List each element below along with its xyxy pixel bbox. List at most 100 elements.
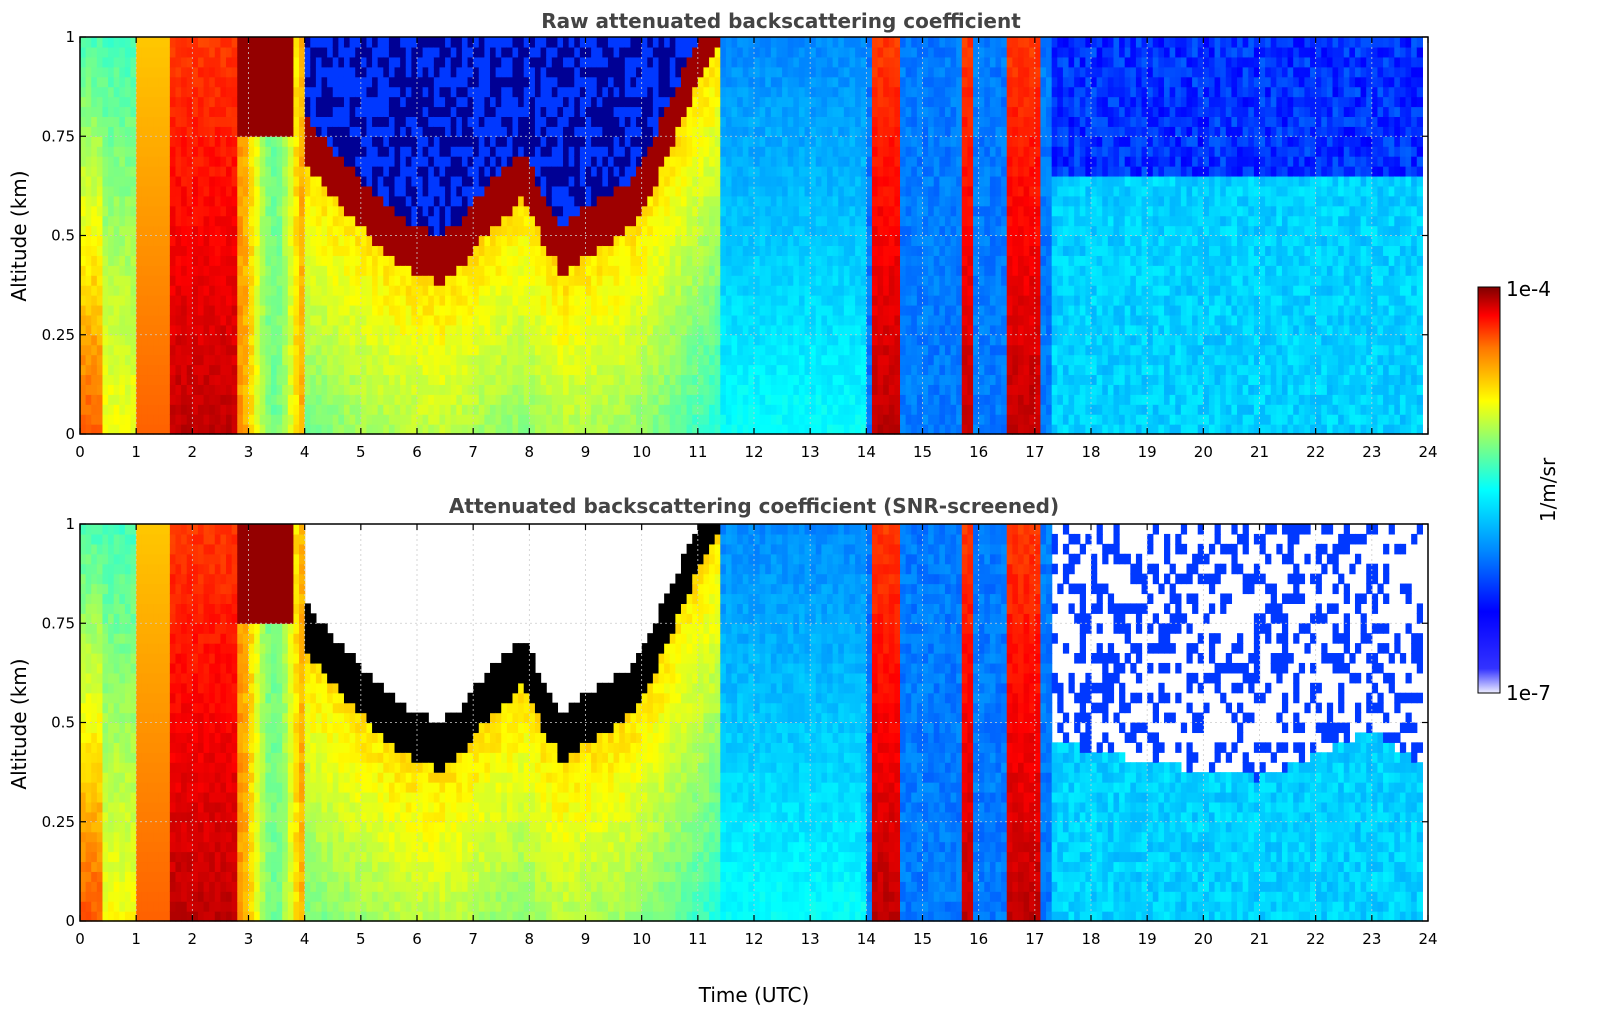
panel-1-cell [85,156,92,167]
panel-1-cell [80,424,87,435]
panel-1-cell [551,195,559,207]
panel-1-cell [119,215,126,227]
panel-1-cell [433,295,441,306]
panel-1-cell [675,245,682,256]
panel-1-cell [293,265,300,276]
panel-1-cell [327,156,334,167]
panel-1-cell [456,314,463,326]
panel-1-cell [450,275,457,286]
panel-1-cell [287,185,295,197]
panel-1-cell [259,324,266,336]
panel-1-cell [282,384,289,395]
panel-1-cell [748,195,755,207]
panel-1-cell [546,295,553,306]
panel-1-cell [360,304,368,316]
panel-1-cell [624,185,632,197]
panel-1-cell [636,166,643,177]
panel-1-cell [686,374,693,385]
panel-1-cell [652,265,660,276]
panel-1-cell [282,175,289,187]
panel-1-cell [214,364,222,376]
panel-1-cell [231,185,238,197]
panel-1-cell [523,166,530,177]
panel-1-cell [287,156,295,167]
panel-1-cell [596,344,603,356]
panel-1-cell [259,354,266,366]
panel-1-cell [310,56,317,68]
panel-1-cell [405,404,412,415]
panel-1-cell [411,304,418,316]
panel-1-cell [697,304,705,316]
panel-1-cell [248,424,255,435]
panel-1-cell [91,205,98,217]
panel-1-cell [731,146,738,157]
panel-1-cell [304,185,311,197]
panel-1-cell [124,185,132,197]
panel-1-cell [506,245,514,256]
panel-1-cell [658,374,665,385]
panel-1-cell [641,314,648,326]
panel-1-cell [669,344,676,356]
panel-1-cell [669,235,676,247]
panel-1-cell [343,334,351,346]
panel-1-cell [327,185,334,197]
panel-1-cell [181,414,188,425]
panel-1-cell [512,265,519,276]
panel-1-cell [332,394,339,405]
panel-1-cell [214,37,222,48]
panel-1-cell [630,314,637,326]
panel-1-cell [405,195,412,207]
panel-1-cell [394,374,401,385]
panel-1-cell [456,136,463,147]
panel-1-cell [287,175,295,187]
panel-1-cell [405,364,412,376]
panel-1-cell [602,56,609,68]
panel-1-cell [203,245,210,256]
panel-1-cell [175,156,182,167]
panel-1-cell [338,126,345,137]
panel-1-cell [759,314,766,326]
panel-1-cell [254,424,261,435]
panel-1-cell [658,66,665,78]
panel-1-cell [669,215,676,227]
panel-1-column [478,37,485,435]
panel-1-cell [259,225,266,237]
panel-1-cell [203,225,210,237]
panel-1-cell [158,424,165,435]
panel-1-cell [80,215,87,227]
panel-1-cell [108,136,115,147]
panel-1-cell [579,46,587,58]
panel-1-cell [602,304,609,316]
panel-1-cell [737,334,744,346]
panel-1-cell [181,156,188,167]
panel-1-cell [315,354,323,366]
panel-1-cell [664,46,671,58]
panel-1-cell [557,86,564,98]
panel-1-cell [574,86,581,98]
panel-1-cell [169,166,177,177]
panel-1-cell [675,146,682,157]
panel-1-cell [450,215,457,227]
panel-1-cell [619,354,626,366]
panel-1-cell [433,76,441,88]
panel-1-cell [400,344,407,356]
panel-1-cell [141,374,148,385]
panel-1-cell [461,116,469,127]
panel-1-cell [563,136,570,147]
panel-1-cell [372,175,379,187]
panel-1-cell [568,394,575,405]
panel-1-cell [327,374,334,385]
panel-1-cell [484,324,491,336]
panel-1-cell [85,354,92,366]
panel-1-cell [96,424,104,435]
panel-1-cell [591,344,598,356]
panel-1-cell [192,146,199,157]
panel-1-cell [422,255,429,266]
panel-1-column [433,37,441,435]
panel-1-cell [282,76,289,88]
panel-1-cell [523,275,530,286]
panel-1-cell [276,384,283,395]
panel-1-cell [737,275,744,286]
panel-1-cell [725,285,733,296]
panel-1-cell [602,324,609,336]
